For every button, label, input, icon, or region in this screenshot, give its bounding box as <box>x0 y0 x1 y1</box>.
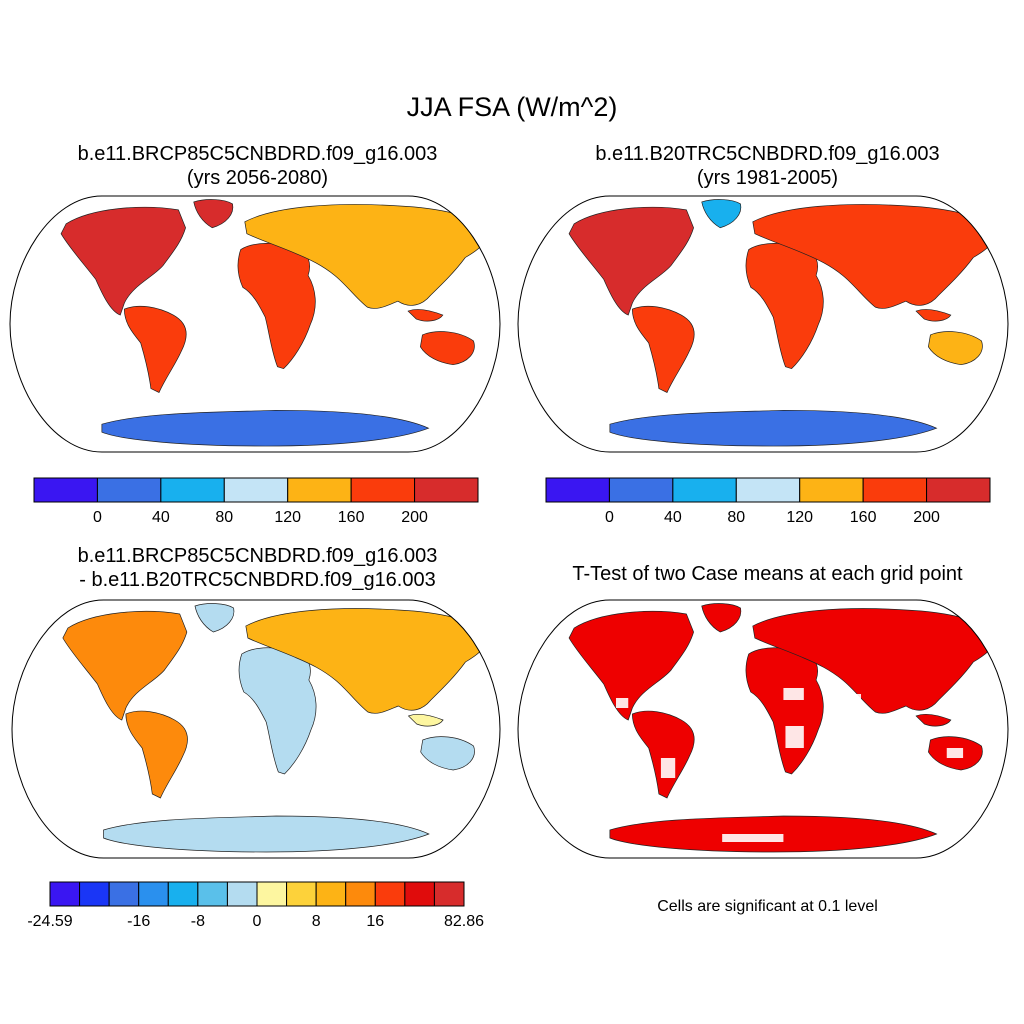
colorbar-box <box>433 881 465 907</box>
panel-4-title: T-Test of two Case means at each grid po… <box>572 563 963 585</box>
colorbar-box <box>138 881 169 907</box>
colorbar-box <box>414 477 479 503</box>
colorbar-box <box>345 881 376 907</box>
colorbar-tick-label: 80 <box>727 509 745 526</box>
colorbar-box <box>672 477 737 503</box>
colorbar-panel-3: -24.59 -16 -8 0 8 16 82.86 <box>27 881 484 930</box>
colorbar-tick-label: -16 <box>127 913 150 930</box>
land-region-2 <box>701 603 742 633</box>
colorbar-box <box>256 881 288 907</box>
panel-2-title: b.e11.B20TRC5CNBDRD.f09_g16.003 (yrs 198… <box>525 142 1010 190</box>
land-region-1 <box>568 611 694 721</box>
land-region-5 <box>752 608 999 714</box>
land-region-6 <box>915 309 952 322</box>
main-title: JJA FSA (W/m^2) <box>406 92 618 122</box>
colorbar-tick-label: -8 <box>191 913 205 930</box>
colorbar-tick-label: 40 <box>664 509 682 526</box>
panel-3-title-line1: b.e11.BRCP85C5CNBDRD.f09_g16.003 <box>77 545 438 567</box>
panel-2-title-line2: (yrs 1981-2005) <box>696 167 839 189</box>
land-region-6 <box>915 714 952 727</box>
significance-note: Cells are significant at 0.1 level <box>657 898 878 915</box>
land-region-7 <box>420 331 475 366</box>
colorbar-tick-label: 0 <box>93 509 102 526</box>
land-region-5 <box>245 608 491 714</box>
land-region-1 <box>60 206 186 316</box>
colorbar-tick-label: 16 <box>366 913 384 930</box>
colorbar-box <box>108 881 140 907</box>
colorbar-box <box>223 477 289 503</box>
colorbar-box <box>287 477 352 503</box>
colorbar-tick-label: 160 <box>850 509 877 526</box>
colorbar-box <box>49 881 81 907</box>
land-region-8 <box>101 409 430 447</box>
panel-3-title-line2: - b.e11.B20TRC5CNBDRD.f09_g16.003 <box>79 569 436 591</box>
colorbar-tick-label: 40 <box>152 509 170 526</box>
panel-2-title-line1: b.e11.B20TRC5CNBDRD.f09_g16.003 <box>595 143 940 165</box>
map-frame <box>11 599 501 859</box>
panel-1-title: b.e11.BRCP85C5CNBDRD.f09_g16.003 (yrs 20… <box>15 142 500 190</box>
land-region-1 <box>568 206 694 316</box>
colorbar-tick-label: 160 <box>338 509 365 526</box>
colorbar-tick-label: 0 <box>253 913 262 930</box>
colorbar-box <box>350 477 416 503</box>
land-region-7 <box>420 736 475 771</box>
colorbar-tick-label: 200 <box>913 509 940 526</box>
colorbar-tick-label: 82.86 <box>444 913 484 930</box>
colorbar-box <box>197 881 228 907</box>
colorbar-tick-label: 120 <box>274 509 301 526</box>
colorbar-box <box>404 881 435 907</box>
land-region-8 <box>103 815 430 853</box>
colorbar-tick-label: 200 <box>401 509 428 526</box>
land-region-2 <box>701 199 742 229</box>
land-region-3 <box>123 305 187 393</box>
colorbar-tick-label: 120 <box>786 509 813 526</box>
colorbar-panel-1: 0 40 80 120 160 200 <box>33 477 479 526</box>
map-panel-4 <box>517 599 1009 859</box>
colorbar-box <box>286 881 317 907</box>
land-region-5 <box>752 204 999 309</box>
colorbar-tick-label: 8 <box>312 913 321 930</box>
colorbar-panel-2: 0 40 80 120 160 200 <box>545 477 991 526</box>
colorbar-box <box>926 477 991 503</box>
colorbar-tick-label: -24.59 <box>27 913 72 930</box>
land-region-3 <box>631 710 695 799</box>
colorbar-box <box>167 881 199 907</box>
land-region-6 <box>407 714 444 727</box>
colorbar-box <box>33 477 98 503</box>
land-region-7 <box>928 331 983 366</box>
map-frame <box>517 195 1009 453</box>
colorbar-box <box>799 477 864 503</box>
land-region-6 <box>407 309 444 322</box>
land-region-8 <box>609 409 938 447</box>
colorbar-box <box>226 881 258 907</box>
panel-1-title-line1: b.e11.BRCP85C5CNBDRD.f09_g16.003 <box>77 143 438 165</box>
panel-3-title: b.e11.BRCP85C5CNBDRD.f09_g16.003 - b.e11… <box>15 544 500 592</box>
land-region-3 <box>631 305 695 393</box>
colorbar-box <box>96 477 162 503</box>
colorbar-box <box>735 477 801 503</box>
colorbar-tick-label: 0 <box>605 509 614 526</box>
land-region-1 <box>62 611 188 721</box>
colorbar-box <box>315 881 347 907</box>
colorbar-box <box>608 477 674 503</box>
land-region-3 <box>125 710 188 799</box>
colorbar-box <box>160 477 225 503</box>
colorbar-box <box>862 477 928 503</box>
land-region-2 <box>194 603 235 633</box>
map-frame <box>517 599 1009 859</box>
colorbar-box <box>79 881 110 907</box>
colorbar-box <box>374 881 406 907</box>
map-panel-1 <box>9 195 501 453</box>
map-frame <box>9 195 501 453</box>
panel-1-title-line2: (yrs 2056-2080) <box>186 167 329 189</box>
land-region-5 <box>244 204 491 309</box>
land-region-2 <box>193 199 234 229</box>
map-panel-3 <box>11 599 501 859</box>
colorbar-tick-label: 80 <box>215 509 233 526</box>
colorbar-box <box>545 477 610 503</box>
map-panel-2 <box>517 195 1009 453</box>
